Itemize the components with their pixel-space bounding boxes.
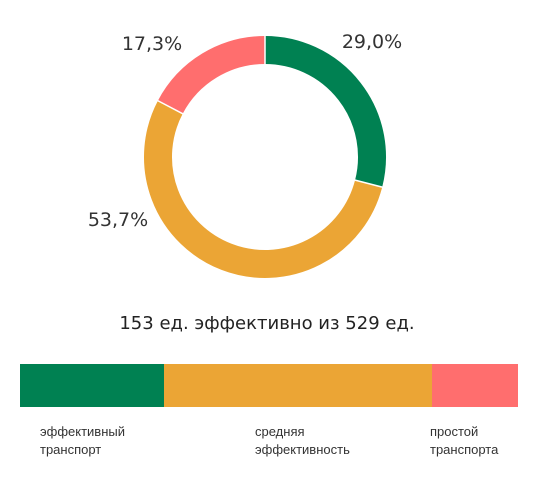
donut-label-medium: 53,7%	[88, 209, 148, 231]
donut-label-effective: 29,0%	[342, 31, 402, 53]
donut-label-idle: 17,3%	[122, 33, 182, 55]
legend-label-medium: средняя эффективность	[255, 424, 350, 457]
donut-slice-medium	[144, 100, 383, 278]
summary-text: 153 ед. эффективно из 529 ед.	[119, 313, 415, 334]
slice-divider	[353, 179, 384, 189]
slice-divider	[156, 99, 184, 115]
bar-segment-effective	[20, 364, 165, 407]
stacked-bar	[20, 364, 518, 407]
donut-slice-idle	[157, 36, 266, 115]
donut-slice-effective	[264, 36, 386, 188]
legend-label-idle: простой транспорта	[430, 424, 499, 457]
legend-label-effective: эффективный транспорт	[40, 424, 125, 457]
bar-segment-idle	[431, 364, 518, 407]
bar-segment-medium	[164, 364, 432, 407]
donut-chart: 29,0% 53,7% 17,3%	[88, 31, 402, 278]
